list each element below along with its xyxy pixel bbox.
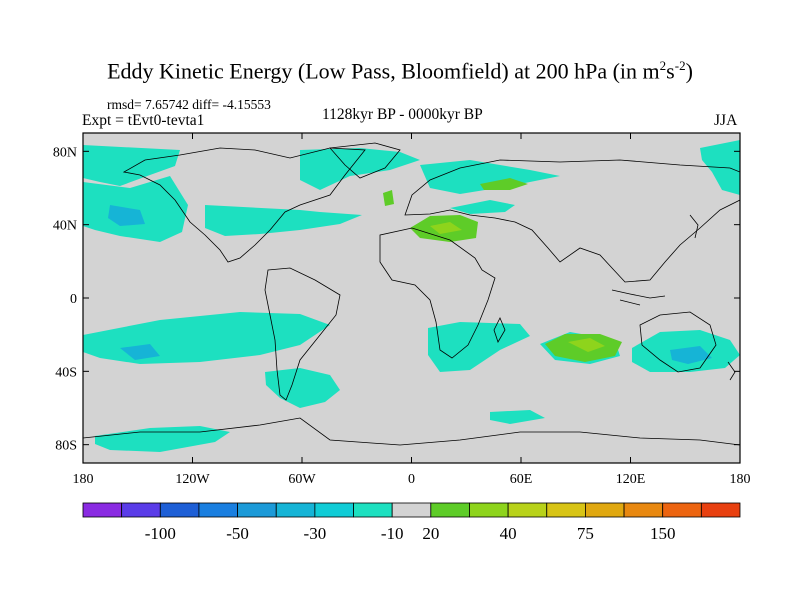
colorbar-label: -10 [381,524,404,543]
negative-anomaly-canada-arctic [300,148,420,190]
chart-title: Eddy Kinetic Energy (Low Pass, Bloomfiel… [107,58,693,84]
lat-tick-label: 0 [70,292,77,307]
madagascar-island [493,317,506,343]
lon-tick-label: 60E [510,472,533,487]
map-background [83,133,740,463]
negative-anomaly-antarctic-east [490,410,545,424]
positive-anomaly-core-mediterranean [430,222,462,234]
colorbar-label: 20 [422,524,439,543]
negative-anomaly-siberia [420,160,560,194]
north-america-coast [122,147,366,263]
lat-tick-label: 40S [55,365,77,380]
lon-tick-label: 180 [730,472,751,487]
colorbar-label: 150 [650,524,676,543]
colorbar-swatch [623,502,664,518]
positive-anomaly-north-atlantic [383,190,394,206]
latitude-axis: 80N 40N 0 40S 80S [53,145,740,454]
indonesia-islands [611,289,666,306]
lat-tick-label: 40N [53,219,77,234]
lon-tick-label: 60W [288,472,316,487]
colorbar-swatch [237,502,277,518]
season-label: JJA [714,112,738,129]
colorbar-swatch [546,502,586,518]
colorbar-swatch [314,502,354,518]
negative-anomaly-north-america [205,205,362,236]
period-label: 1128kyr BP - 0000kyr BP [322,106,483,123]
colorbar-label: -30 [304,524,327,543]
experiment-label: Expt = tEvt0-tevta1 [82,112,205,129]
colorbar-swatch [121,502,161,518]
rmsd-diff-stats: rmsd= 7.65742 diff= -4.15553 [107,97,271,112]
negative-anomaly-arctic-west [83,145,180,186]
antarctica-coast [83,417,740,446]
eurasia-coast [404,159,740,283]
colorbar-label: -100 [145,524,176,543]
lon-tick-label: 180 [73,472,94,487]
colorbar-swatch [159,502,200,518]
colorbar-swatch [391,502,432,518]
greenland-coast [329,142,401,179]
negative-anomaly-core-north-pacific [108,205,145,226]
colorbar-swatch [198,502,238,518]
colorbar-swatch [700,502,741,518]
new-zealand-islands [727,361,736,381]
colorbar-swatch [507,502,548,518]
positive-anomaly-siberia [480,178,528,190]
anomaly-fields [83,140,740,452]
negative-anomaly-antarctic-west [95,426,230,452]
negative-anomaly-north-pacific [83,176,188,242]
negative-anomaly-core-australia [670,346,712,364]
australia-coast [639,311,717,373]
positive-anomaly-core-indian-ocean [568,338,605,352]
lat-tick-label: 80N [53,145,77,160]
coastlines [83,142,740,446]
negative-anomaly-europe [450,200,515,214]
south-america-coast [264,267,341,401]
colorbar: -100 -50 -30 -10 20 40 75 150 [82,502,741,543]
colorbar-swatch [82,502,123,518]
colorbar-swatch [430,502,470,518]
colorbar-swatch [585,502,625,518]
japan-islands [689,214,699,239]
colorbar-label: 75 [577,524,594,543]
negative-anomaly-core-south-pacific [120,344,160,360]
lon-tick-label: 120W [175,472,210,487]
colorbar-label: 40 [500,524,517,543]
negative-anomaly-south-africa [428,322,530,372]
lon-tick-label: 0 [408,472,415,487]
lon-tick-label: 120E [616,472,646,487]
colorbar-swatch [353,502,393,518]
colorbar-swatch [662,502,702,518]
colorbar-swatch [469,502,509,518]
colorbar-label: -50 [226,524,249,543]
africa-coast [379,227,496,359]
colorbar-swatch [275,502,316,518]
lat-tick-label: 80S [55,439,77,454]
longitude-axis: 180 120W 60W 0 60E 120E 180 [73,133,751,487]
